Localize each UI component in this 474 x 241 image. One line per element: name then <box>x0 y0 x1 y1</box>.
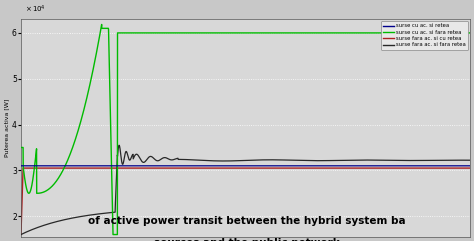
Legend: surse cu ac. si retea, surse cu ac. si fara retea, surse fara ac. si cu retea, s: surse cu ac. si retea, surse cu ac. si f… <box>381 21 468 50</box>
Text: sources and the public network: sources and the public network <box>154 238 339 241</box>
Y-axis label: Puterea activa [W]: Puterea activa [W] <box>4 99 9 157</box>
Text: $\times\,10^4$: $\times\,10^4$ <box>26 4 46 15</box>
Text: of active power transit between the hybrid system ba: of active power transit between the hybr… <box>88 216 405 226</box>
